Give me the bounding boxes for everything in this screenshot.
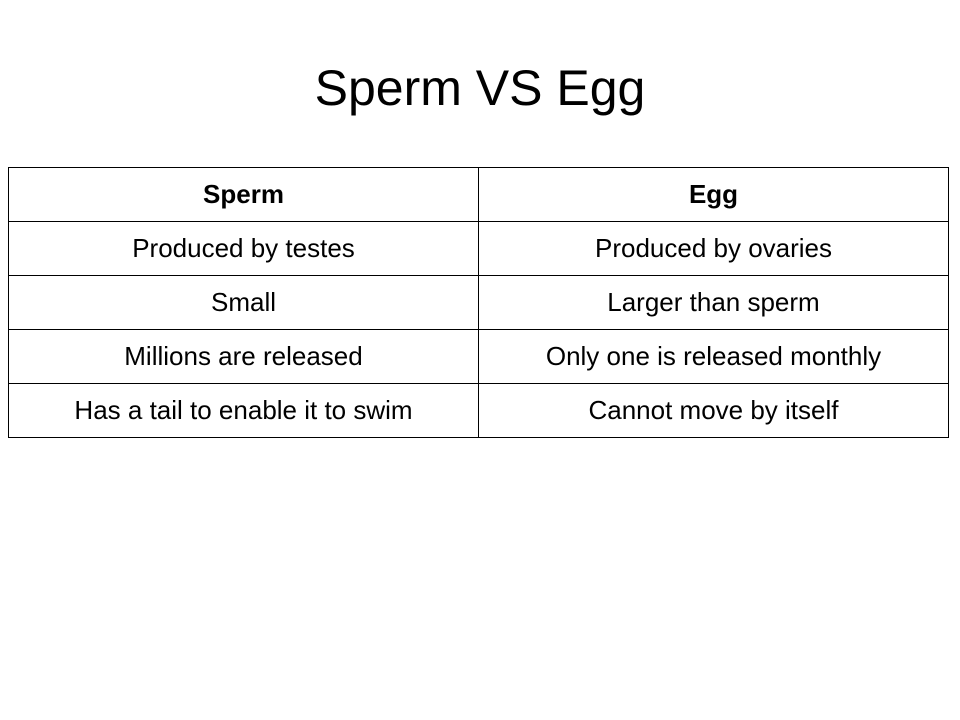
table-cell: Only one is released monthly xyxy=(478,329,949,384)
table-row: Small Larger than sperm xyxy=(8,275,949,330)
table-row: Has a tail to enable it to swim Cannot m… xyxy=(8,383,949,438)
table-header-row: Sperm Egg xyxy=(8,167,949,222)
table-cell: Larger than sperm xyxy=(478,275,949,330)
table-cell: Cannot move by itself xyxy=(478,383,949,438)
comparison-table: Sperm Egg Produced by testes Produced by… xyxy=(8,167,949,438)
header-egg: Egg xyxy=(478,167,949,222)
table-row: Millions are released Only one is releas… xyxy=(8,329,949,384)
table-cell: Millions are released xyxy=(8,329,479,384)
header-sperm: Sperm xyxy=(8,167,479,222)
table-row: Produced by testes Produced by ovaries xyxy=(8,221,949,276)
table-cell: Produced by testes xyxy=(8,221,479,276)
table-cell: Has a tail to enable it to swim xyxy=(8,383,479,438)
table-cell: Produced by ovaries xyxy=(478,221,949,276)
table-cell: Small xyxy=(8,275,479,330)
slide-title: Sperm VS Egg xyxy=(314,60,646,116)
